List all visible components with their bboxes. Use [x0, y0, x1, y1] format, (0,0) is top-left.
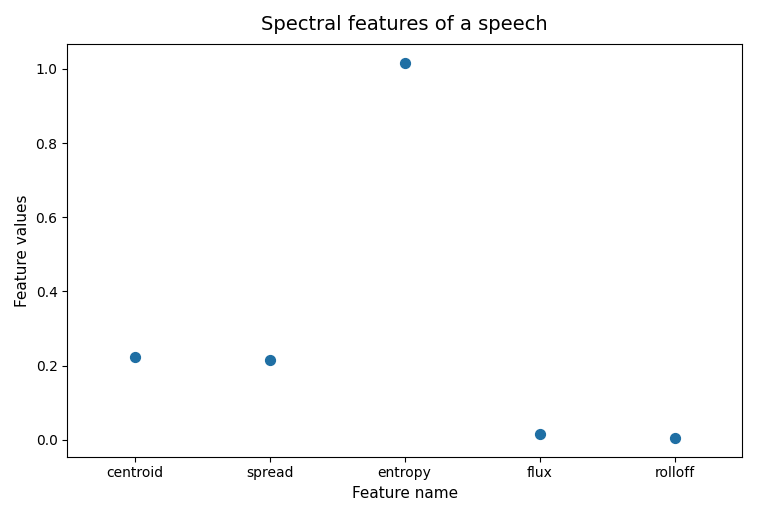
Title: Spectral features of a speech: Spectral features of a speech: [261, 15, 548, 34]
X-axis label: Feature name: Feature name: [351, 486, 458, 501]
Point: [129, 353, 141, 361]
Point: [534, 429, 546, 438]
Point: [263, 357, 276, 365]
Point: [399, 58, 411, 67]
Y-axis label: Feature values: Feature values: [15, 194, 30, 307]
Point: [668, 434, 681, 442]
